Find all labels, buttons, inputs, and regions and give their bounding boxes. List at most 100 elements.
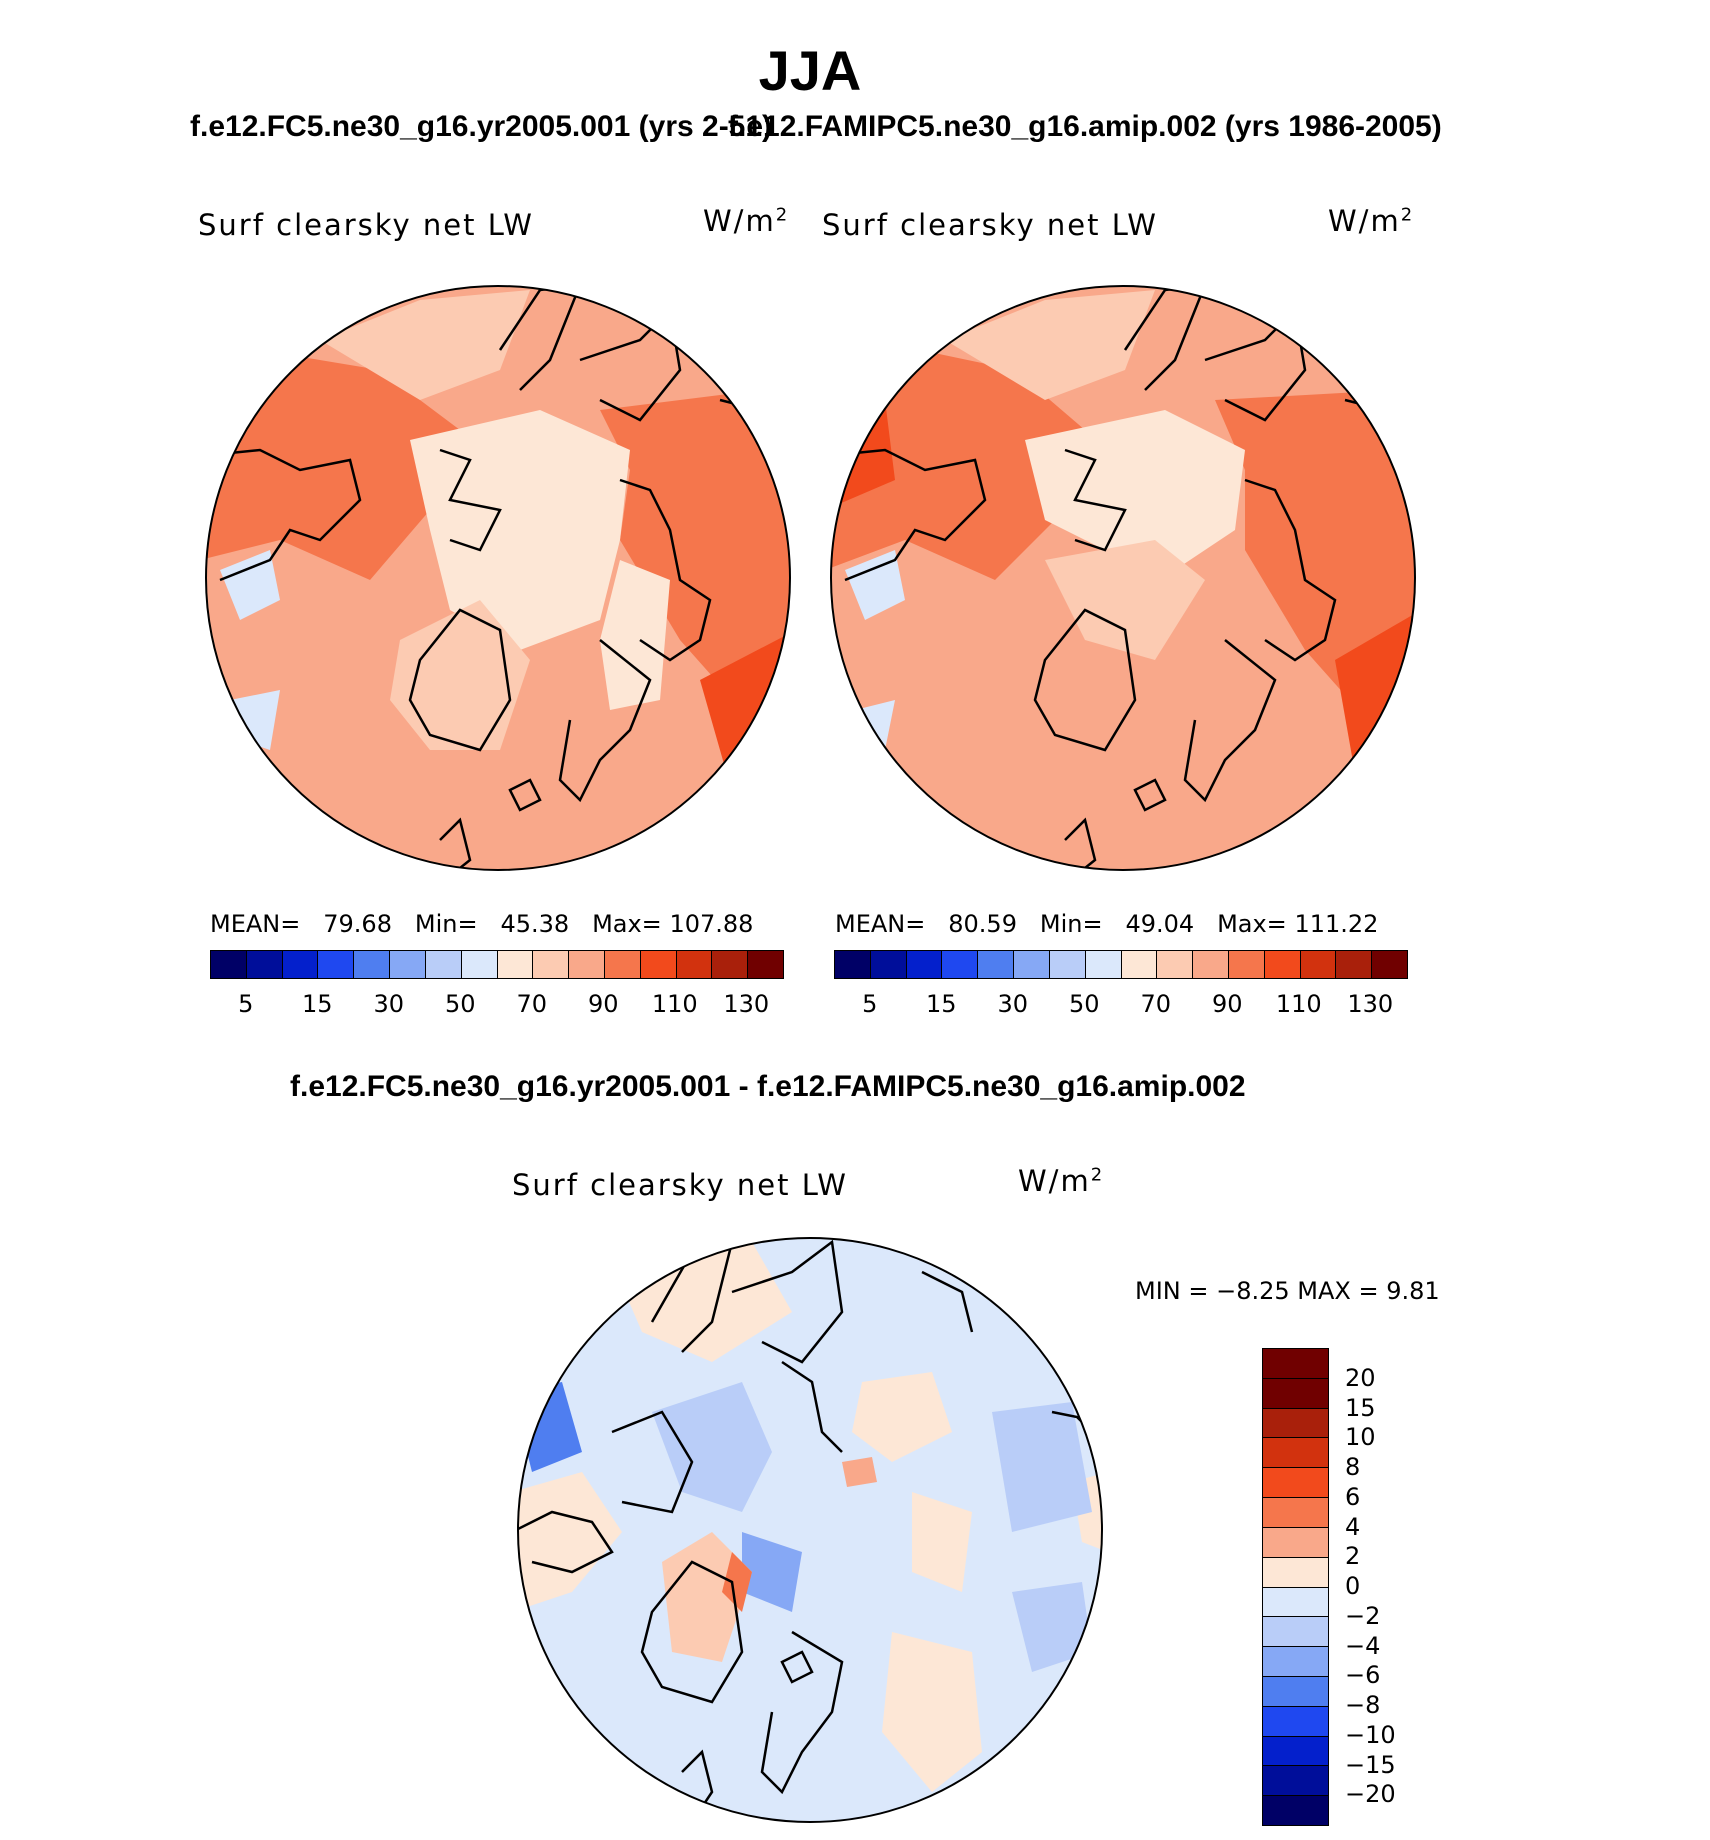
colorbar-swatch xyxy=(640,951,677,978)
colorbar-swatch xyxy=(1263,1498,1328,1528)
colorbar-tick-label: 110 xyxy=(651,990,698,1018)
colorbar-swatch xyxy=(1085,951,1122,978)
panel1-variable-label: Surf clearsky net LW xyxy=(198,208,534,242)
colorbar-tick-label: −6 xyxy=(1345,1661,1381,1690)
colorbar-tick-label: 4 xyxy=(1345,1512,1361,1541)
colorbar-tick-label: 90 xyxy=(587,990,619,1018)
colorbar-swatch xyxy=(676,951,713,978)
colorbar-swatch xyxy=(1193,951,1229,978)
colorbar-swatch xyxy=(1263,1468,1328,1499)
colorbar-swatch xyxy=(1300,951,1337,978)
panel1-colorbar xyxy=(210,950,784,979)
colorbar-swatch xyxy=(533,951,570,978)
colorbar-swatch xyxy=(354,951,391,978)
colorbar-swatch xyxy=(425,951,462,978)
colorbar-tick-label: 50 xyxy=(1068,990,1100,1018)
panel1-case-label: f.e12.FC5.ne30_g16.yr2005.001 (yrs 2-51) xyxy=(190,110,773,143)
colorbar-swatch xyxy=(942,951,979,978)
panel1-stats: MEAN= 79.68 Min= 45.38 Max= 107.88 xyxy=(210,910,754,938)
colorbar-swatch xyxy=(1263,1408,1328,1439)
colorbar-tick-label: 10 xyxy=(1345,1423,1376,1452)
colorbar-swatch xyxy=(497,951,534,978)
panel1-colorbar-ticks: 5 15 30 50 70 90 110 130 xyxy=(210,990,782,1020)
colorbar-tick-label: 70 xyxy=(516,990,548,1018)
colorbar-swatch xyxy=(1263,1527,1328,1558)
colorbar-swatch xyxy=(1372,951,1407,978)
colorbar-swatch xyxy=(1121,951,1158,978)
diff-colorbar xyxy=(1262,1348,1329,1826)
panel2-colorbar-ticks: 5 15 30 50 70 90 110 130 xyxy=(834,990,1406,1020)
colorbar-swatch xyxy=(748,951,783,978)
colorbar-tick-label: −15 xyxy=(1345,1750,1396,1779)
colorbar-swatch xyxy=(1263,1647,1328,1677)
panel2-case-label: f.e12.FAMIPC5.ne30_g16.amip.002 (yrs 198… xyxy=(728,110,1442,143)
colorbar-tick-label: 90 xyxy=(1211,990,1243,1018)
colorbar-swatch xyxy=(1263,1438,1328,1469)
diff-map xyxy=(517,1237,1103,1823)
colorbar-swatch xyxy=(318,951,355,978)
colorbar-swatch xyxy=(1263,1587,1328,1618)
diff-colorbar-ticks: 20 15 10 8 6 4 2 0 −2 −4 −6 −8 −10 −15 −20 xyxy=(1345,1348,1465,1824)
diff-title: f.e12.FC5.ne30_g16.yr2005.001 - f.e12.FA… xyxy=(290,1070,1246,1103)
colorbar-swatch xyxy=(390,951,426,978)
colorbar-tick-label: −20 xyxy=(1345,1780,1396,1809)
colorbar-tick-label: 5 xyxy=(862,990,878,1018)
colorbar-swatch xyxy=(1263,1557,1328,1588)
colorbar-tick-label: −4 xyxy=(1345,1631,1381,1660)
colorbar-tick-label: −8 xyxy=(1345,1691,1381,1719)
colorbar-tick-label: 130 xyxy=(723,990,770,1018)
colorbar-swatch xyxy=(282,951,319,978)
colorbar-tick-label: 110 xyxy=(1275,990,1322,1018)
panel2-map xyxy=(830,285,1416,871)
colorbar-swatch xyxy=(835,951,871,978)
colorbar-tick-label: 0 xyxy=(1345,1572,1361,1600)
colorbar-swatch xyxy=(1263,1736,1328,1767)
colorbar-tick-label: 30 xyxy=(997,990,1029,1018)
colorbar-swatch xyxy=(211,951,247,978)
diff-range: MIN = −8.25 MAX = 9.81 xyxy=(1135,1277,1440,1305)
colorbar-tick-label: 50 xyxy=(444,990,476,1018)
colorbar-swatch xyxy=(1263,1766,1328,1797)
colorbar-swatch xyxy=(906,951,943,978)
colorbar-tick-label: 130 xyxy=(1347,990,1394,1018)
colorbar-tick-label: −10 xyxy=(1345,1720,1396,1749)
colorbar-swatch xyxy=(1263,1706,1328,1737)
colorbar-swatch xyxy=(1263,1349,1328,1379)
panel1-map xyxy=(205,285,791,871)
colorbar-tick-label: 15 xyxy=(925,990,957,1018)
colorbar-swatch xyxy=(1157,951,1194,978)
panel2-stats: MEAN= 80.59 Min= 49.04 Max= 111.22 xyxy=(835,910,1379,938)
panel2-units-label: W/m2 xyxy=(1328,204,1413,238)
colorbar-swatch xyxy=(1228,951,1265,978)
colorbar-tick-label: 5 xyxy=(238,990,254,1018)
colorbar-swatch xyxy=(1263,1378,1328,1409)
panel1-units-label: W/m2 xyxy=(703,204,788,238)
colorbar-tick-label: 30 xyxy=(373,990,405,1018)
colorbar-swatch xyxy=(870,951,907,978)
diff-variable-label: Surf clearsky net LW xyxy=(512,1168,848,1202)
colorbar-swatch xyxy=(1336,951,1373,978)
colorbar-swatch xyxy=(1263,1796,1328,1825)
colorbar-tick-label: 8 xyxy=(1345,1453,1361,1481)
colorbar-tick-label: 70 xyxy=(1140,990,1172,1018)
colorbar-tick-label: 15 xyxy=(301,990,333,1018)
colorbar-tick-label: 6 xyxy=(1345,1482,1361,1511)
colorbar-tick-label: 2 xyxy=(1345,1542,1361,1571)
colorbar-swatch xyxy=(1264,951,1301,978)
panel2-variable-label: Surf clearsky net LW xyxy=(822,208,1158,242)
colorbar-swatch xyxy=(1263,1676,1328,1707)
colorbar-swatch xyxy=(1049,951,1086,978)
colorbar-swatch xyxy=(461,951,498,978)
colorbar-tick-label: −2 xyxy=(1345,1601,1381,1630)
colorbar-swatch xyxy=(246,951,283,978)
colorbar-swatch xyxy=(1014,951,1050,978)
colorbar-tick-label: 20 xyxy=(1345,1363,1376,1392)
colorbar-tick-label: 15 xyxy=(1345,1393,1376,1422)
colorbar-swatch xyxy=(1263,1617,1328,1648)
colorbar-swatch xyxy=(569,951,605,978)
colorbar-swatch xyxy=(712,951,749,978)
colorbar-swatch xyxy=(604,951,641,978)
main-title: JJA xyxy=(758,39,862,102)
panel2-colorbar xyxy=(834,950,1408,979)
diff-units-label: W/m2 xyxy=(1018,1164,1103,1198)
